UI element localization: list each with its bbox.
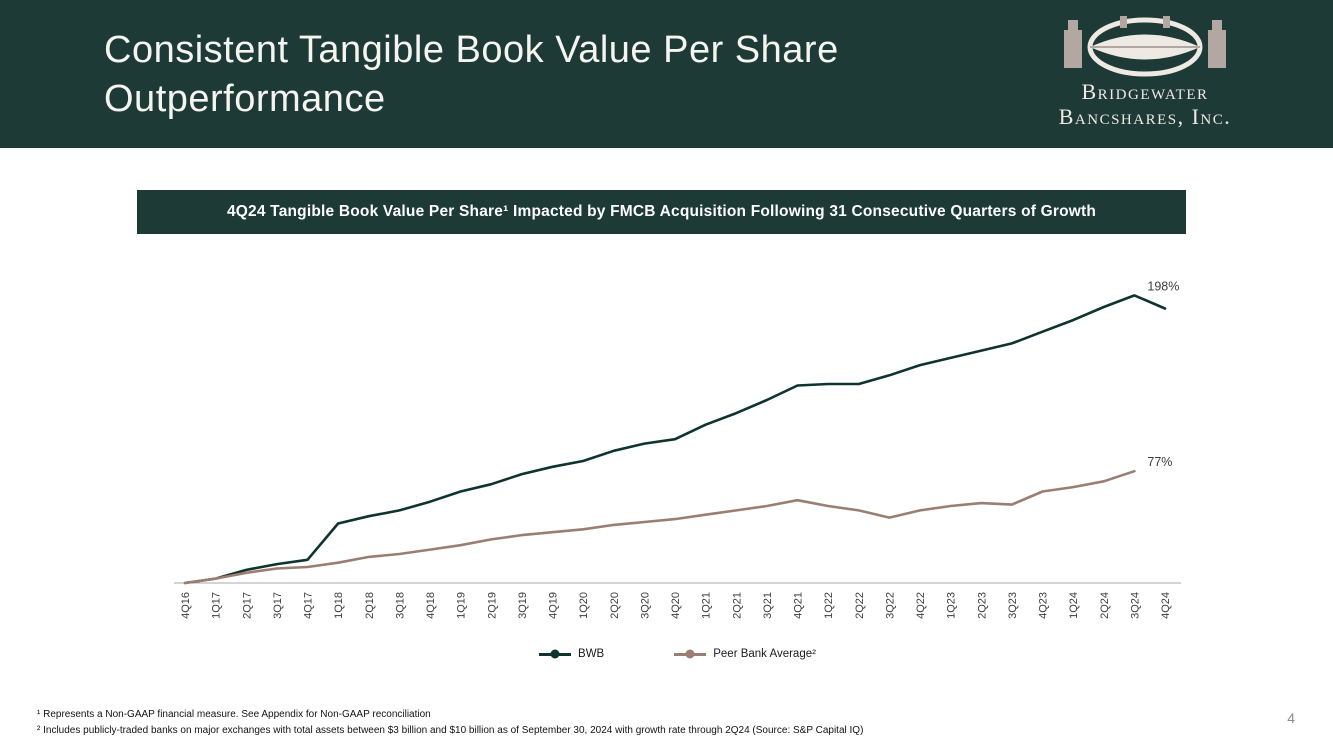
x-axis-tick-label: 3Q21 [762, 592, 774, 619]
peer-legend-dot-icon [685, 649, 695, 659]
x-axis-tick-label: 4Q21 [793, 592, 805, 619]
header: Consistent Tangible Book Value Per Share… [0, 0, 1333, 148]
x-axis-tick-label: 1Q18 [333, 592, 345, 619]
x-axis-tick-label: 1Q20 [578, 592, 590, 619]
series-end-label-peer: 77% [1147, 455, 1172, 469]
x-axis-tick-label: 4Q17 [303, 592, 315, 619]
chart-headline-text: 4Q24 Tangible Book Value Per Share¹ Impa… [226, 203, 1097, 220]
x-axis-tick-label: 2Q24 [1099, 592, 1111, 619]
bridgewater-logo-icon [1064, 16, 1226, 77]
logo-wordmark-line2: Bancshares, Inc. [1058, 103, 1232, 129]
chart-legend: BWB Peer Bank Average² [170, 648, 1185, 660]
legend-label-peer: Peer Bank Average² [713, 648, 816, 660]
series-end-label-bwb: 198% [1147, 279, 1179, 293]
x-axis-tick-label: 4Q19 [548, 592, 560, 619]
chart-headline-banner: 4Q24 Tangible Book Value Per Share¹ Impa… [137, 190, 1186, 234]
footnote-2: ² Includes publicly-traded banks on majo… [37, 724, 864, 736]
bwb-legend-marker-icon [539, 649, 572, 659]
page-title: Consistent Tangible Book Value Per Share… [104, 29, 839, 121]
legend-label-bwb: BWB [578, 648, 605, 660]
legend-item-peer: Peer Bank Average² [674, 648, 816, 660]
x-axis-tick-label: 3Q23 [1007, 592, 1019, 619]
x-axis-tick-label: 3Q20 [639, 592, 651, 619]
x-axis-tick-label: 4Q23 [1038, 592, 1050, 619]
x-axis-tick-label: 1Q23 [946, 592, 958, 619]
logo-wordmark-line1: Bridgewater [1081, 79, 1209, 104]
x-axis-tick-label: 2Q21 [731, 592, 743, 619]
peer-legend-marker-icon [674, 649, 707, 659]
x-axis-tick-label: 4Q18 [425, 592, 437, 619]
x-axis-tick-label: 3Q22 [884, 592, 896, 619]
page-number: 4 [1287, 710, 1295, 726]
footnotes: ¹ Represents a Non-GAAP financial measur… [37, 707, 863, 738]
x-axis-tick-label: 3Q24 [1129, 592, 1141, 619]
x-axis-tick-label: 4Q20 [670, 592, 682, 619]
footnote-1: ¹ Represents a Non-GAAP financial measur… [37, 709, 431, 720]
x-axis-tick-label: 2Q19 [486, 592, 498, 619]
x-axis-tick-label: 1Q21 [701, 592, 713, 619]
x-axis-tick-label: 2Q17 [241, 592, 253, 619]
x-axis-tick-label: 2Q22 [854, 592, 866, 619]
x-axis-tick-label: 2Q18 [364, 592, 376, 619]
x-axis-tick-label: 4Q16 [180, 592, 192, 619]
x-axis-tick-label: 2Q23 [976, 592, 988, 619]
x-axis-tick-label: 1Q19 [456, 592, 468, 619]
x-axis-tick-label: 1Q24 [1068, 592, 1080, 619]
series-line-peer [183, 469, 1136, 585]
x-axis-tick-label: 2Q20 [609, 592, 621, 619]
chart-area: 4Q16 1Q17 2Q17 3Q17 4Q17 1Q18 2Q18 3Q18 4Q18 1Q19… [170, 250, 1185, 640]
x-axis-tick-label: 3Q17 [272, 592, 284, 619]
x-axis-tick-label: 3Q19 [517, 592, 529, 619]
tbvps-line-chart: 4Q16 1Q17 2Q17 3Q17 4Q17 1Q18 2Q18 3Q18 4Q18 1Q19… [174, 279, 1181, 619]
x-axis-tick-label: 1Q17 [211, 592, 223, 619]
x-axis-tick-label: 4Q24 [1160, 592, 1172, 619]
x-axis-tick-label: 4Q22 [915, 592, 927, 619]
bwb-legend-dot-icon [550, 649, 560, 659]
series-line-bwb [183, 294, 1167, 585]
x-axis-tick-label: 3Q18 [394, 592, 406, 619]
bridgewater-logo: Bridgewater Bancshares, Inc. [1027, 14, 1263, 129]
legend-item-bwb: BWB [539, 648, 604, 660]
x-axis-tick-label: 1Q22 [823, 592, 835, 619]
